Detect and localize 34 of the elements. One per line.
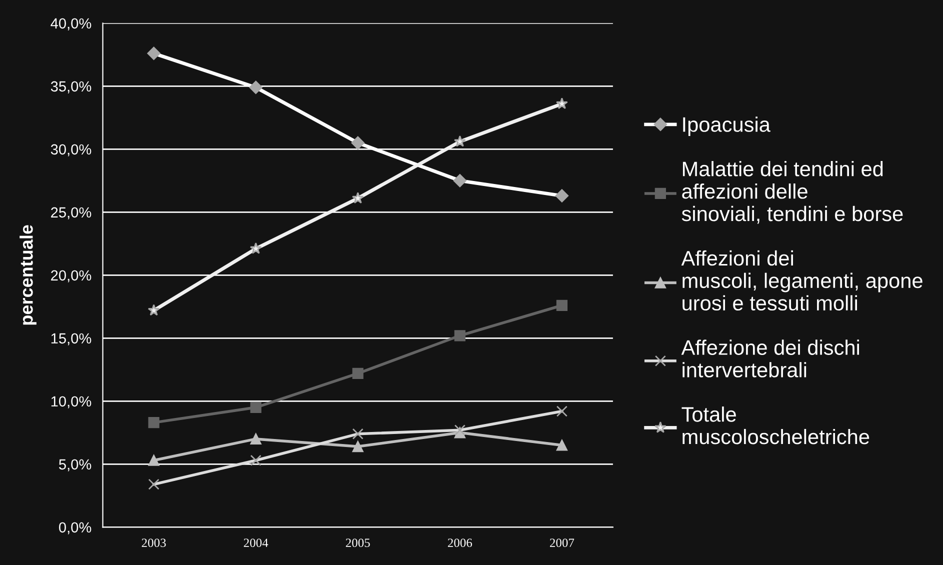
y-tick-label: 15,0% [51, 333, 92, 346]
x-tick-label: 2003 [142, 538, 166, 548]
point [250, 402, 262, 414]
point [148, 454, 160, 466]
y-tick-label: 5,0% [59, 459, 92, 472]
y-tick-label: 40,0% [50, 18, 92, 30]
legend-label: Malattie dei tendini ed affezioni delle sinoviali, tendini e borse [682, 161, 903, 224]
legend-label: Affezione dei dischi intervertebrali [681, 340, 859, 378]
point [556, 440, 568, 451]
x-tick-label: 2004 [244, 538, 268, 548]
point [352, 440, 364, 452]
y-axis-title: percentuale [20, 225, 36, 325]
y-tick-label: 0,0% [59, 522, 92, 534]
point [148, 304, 160, 316]
point [250, 433, 262, 445]
point [556, 98, 568, 109]
y-tick-label: 25,0% [51, 207, 92, 220]
point [250, 242, 262, 254]
y-tick-label: 35,0% [50, 81, 92, 94]
point [454, 330, 466, 342]
point [148, 417, 160, 428]
y-tick-label: 30,0% [50, 144, 92, 156]
y-tick-label: 10,0% [51, 396, 92, 408]
x-tick-label: 2005 [346, 538, 370, 548]
x-tick-label: 2006 [448, 538, 472, 548]
legend-label: Ipoacusia [683, 116, 770, 136]
legend-label: Affezioni dei muscoli, legamenti, apone urosi e tessuti molli [681, 250, 922, 311]
legend-label: Totale muscoloscheletriche [682, 406, 870, 444]
point [352, 192, 364, 204]
point [352, 368, 364, 379]
point [556, 300, 568, 311]
x-tick-label: 2007 [550, 538, 574, 548]
y-tick-label: 20,0% [51, 270, 92, 282]
point [454, 135, 466, 147]
